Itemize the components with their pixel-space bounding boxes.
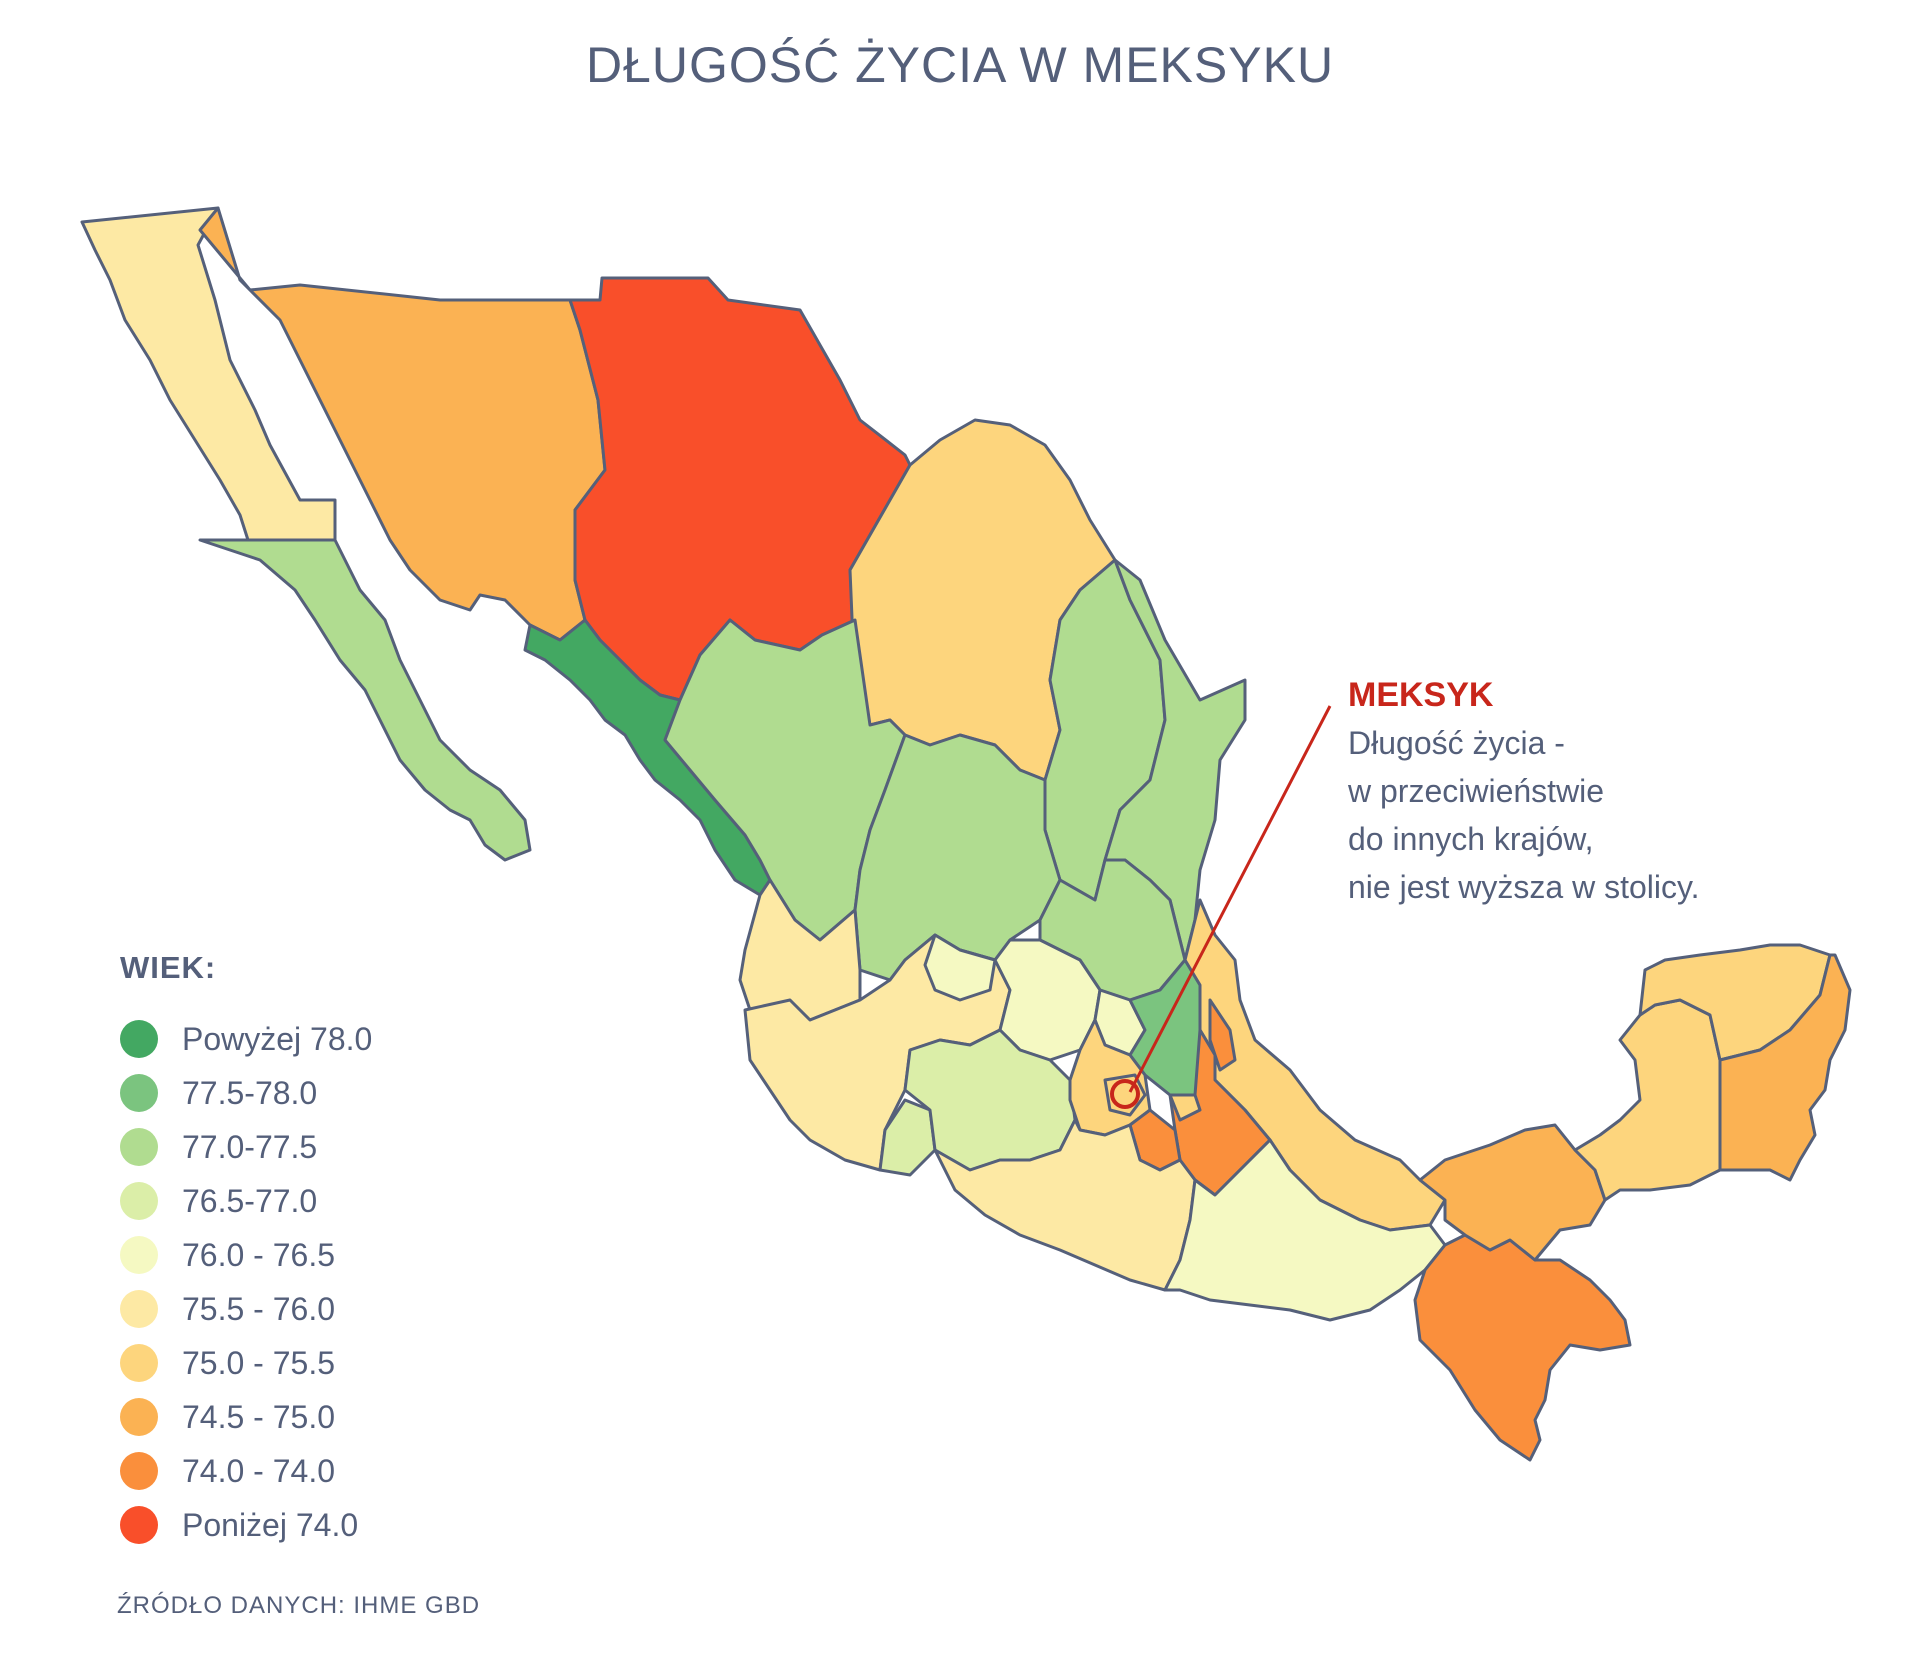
legend-item: 74.5 - 75.0 xyxy=(120,1390,372,1444)
legend-swatch xyxy=(120,1020,158,1058)
legend-swatch xyxy=(120,1236,158,1274)
legend-heading: WIEK: xyxy=(120,950,217,985)
legend-swatch xyxy=(120,1344,158,1382)
capital-marker xyxy=(1110,1079,1140,1109)
legend-swatch xyxy=(120,1182,158,1220)
state-aguascalientes[interactable] xyxy=(923,933,997,1002)
data-source: ŹRÓDŁO DANYCH: IHME GBD xyxy=(117,1592,481,1619)
state-guerrero[interactable] xyxy=(933,1118,1197,1292)
legend-label: 77.0-77.5 xyxy=(182,1128,318,1165)
legend-swatch xyxy=(120,1074,158,1112)
legend-label: 75.5 - 76.0 xyxy=(182,1290,335,1327)
legend-label: 74.5 - 75.0 xyxy=(182,1398,335,1435)
legend-swatch xyxy=(120,1290,158,1328)
state-baja-california[interactable] xyxy=(80,206,337,542)
annotation: MEKSYK Długość życia - w przeciwieństwie… xyxy=(1348,676,1700,911)
state-tlaxcala[interactable] xyxy=(1168,1093,1202,1122)
state-baja-california-sur[interactable] xyxy=(198,538,532,862)
map-title: DŁUGOŚĆ ŻYCIA W MEKSYKU xyxy=(585,37,1335,93)
legend-swatch xyxy=(120,1398,158,1436)
legend-label: Powyżej 78.0 xyxy=(182,1020,373,1057)
legend: WIEK: Powyżej 78.0 77.5-78.0 77.0-77.5 7… xyxy=(120,950,372,1552)
legend-item: 74.0 - 74.0 xyxy=(120,1444,372,1498)
legend-item: 77.0-77.5 xyxy=(120,1120,372,1174)
legend-label: 75.0 - 75.5 xyxy=(182,1344,335,1381)
annotation-line-3: do innych krajów, xyxy=(1348,821,1594,857)
legend-label: 77.5-78.0 xyxy=(182,1074,318,1111)
legend-item: 75.5 - 76.0 xyxy=(120,1282,372,1336)
legend-label: 74.0 - 74.0 xyxy=(182,1452,335,1489)
annotation-line-2: w przeciwieństwie xyxy=(1348,773,1605,809)
annotation-title: MEKSYK xyxy=(1348,676,1494,714)
state-tabasco[interactable] xyxy=(1418,1123,1607,1262)
state-campeche[interactable] xyxy=(1573,998,1722,1202)
legend-swatch xyxy=(120,1128,158,1166)
legend-item: 76.0 - 76.5 xyxy=(120,1228,372,1282)
legend-label: 76.5-77.0 xyxy=(182,1182,318,1219)
legend-swatch xyxy=(120,1452,158,1490)
legend-item: Poniżej 74.0 xyxy=(120,1498,372,1552)
annotation-line-4: nie jest wyższa w stolicy. xyxy=(1348,869,1700,905)
annotation-pointer-line xyxy=(1128,705,1332,1093)
legend-item: Powyżej 78.0 xyxy=(120,1012,372,1066)
legend-item: 77.5-78.0 xyxy=(120,1066,372,1120)
legend-item: 75.0 - 75.5 xyxy=(120,1336,372,1390)
annotation-line-1: Długość życia - xyxy=(1348,725,1565,761)
legend-swatch xyxy=(120,1506,158,1544)
state-quintana-roo[interactable] xyxy=(1718,953,1852,1182)
legend-label: 76.0 - 76.5 xyxy=(182,1236,335,1273)
legend-item: 76.5-77.0 xyxy=(120,1174,372,1228)
state-chiapas[interactable] xyxy=(1413,1233,1632,1462)
legend-label: Poniżej 74.0 xyxy=(182,1506,359,1543)
